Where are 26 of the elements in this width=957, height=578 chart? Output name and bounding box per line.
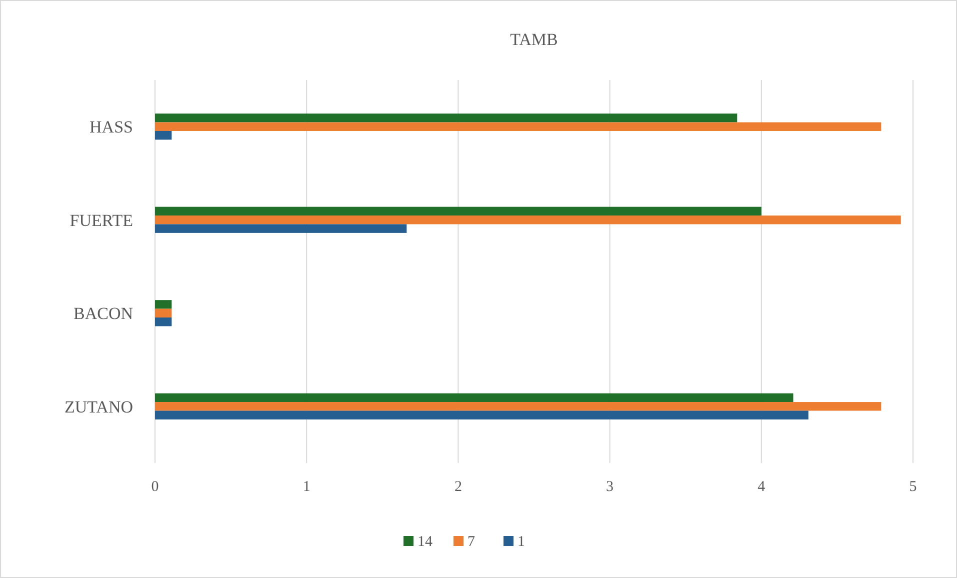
legend-label: 14 <box>418 534 433 550</box>
bar <box>155 410 808 420</box>
bar <box>155 122 882 131</box>
bar <box>155 300 172 309</box>
bar <box>155 206 762 216</box>
y-tick-label: BACON <box>73 304 133 324</box>
bar <box>155 114 738 122</box>
x-tick-label: 5 <box>909 479 917 495</box>
bar <box>155 317 172 326</box>
x-tick-label: 3 <box>606 479 614 495</box>
y-tick-label: HASS <box>90 118 133 137</box>
legend-label: 1 <box>518 534 525 550</box>
legend-label: 7 <box>468 534 476 550</box>
y-tick-label: ZUTANO <box>64 397 133 416</box>
chart-title: TAMB <box>510 30 558 49</box>
bar <box>155 393 794 402</box>
x-tick-label: 2 <box>454 479 462 495</box>
bar <box>155 224 407 233</box>
y-tick-label: FUERTE <box>70 210 133 230</box>
x-tick-label: 4 <box>758 479 766 495</box>
bar <box>155 130 172 140</box>
bar <box>155 402 882 411</box>
x-tick-label: 0 <box>151 479 159 495</box>
x-tick-label: 1 <box>302 479 310 495</box>
bar <box>155 216 901 224</box>
bar <box>155 308 172 318</box>
